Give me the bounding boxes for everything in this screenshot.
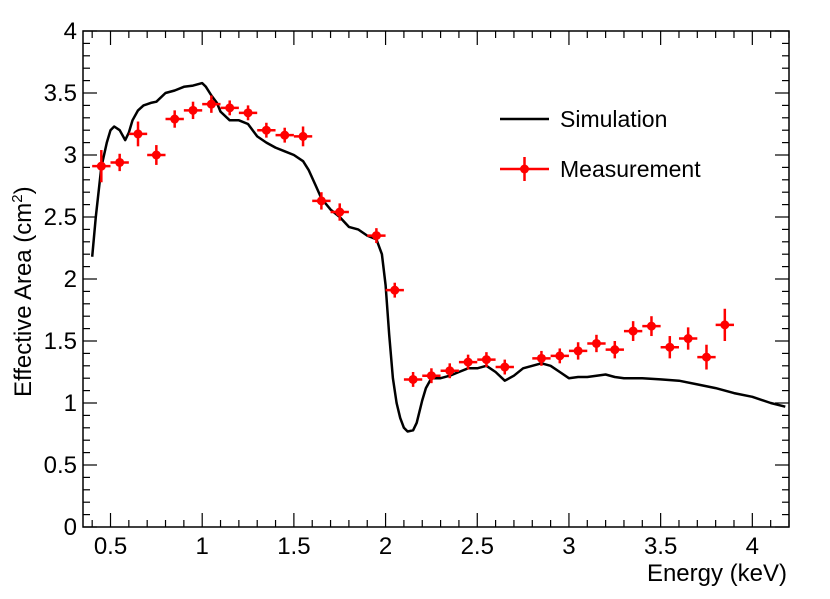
measurement-point bbox=[275, 127, 294, 143]
legend: Simulation Measurement bbox=[500, 106, 701, 182]
measurement-point bbox=[605, 341, 624, 359]
measurement-point bbox=[110, 153, 129, 172]
y-axis-title-close: ) bbox=[10, 186, 37, 194]
measurement-marker bbox=[133, 129, 143, 139]
measurement-marker bbox=[280, 130, 290, 140]
measurement-marker bbox=[390, 285, 400, 295]
y-axis-title-superscript: 2 bbox=[9, 194, 26, 202]
measurement-marker bbox=[316, 196, 326, 206]
y-tick-label: 2 bbox=[64, 266, 77, 293]
measurement-point bbox=[202, 95, 221, 113]
y-tick-label: 0.5 bbox=[44, 452, 77, 479]
y-tick-label: 2.5 bbox=[44, 204, 77, 231]
x-tick-label: 1.5 bbox=[277, 533, 310, 560]
plot-frame bbox=[82, 30, 790, 528]
measurement-point bbox=[128, 121, 148, 147]
measurement-marker bbox=[573, 346, 583, 356]
measurement-point bbox=[660, 336, 679, 359]
measurement-marker bbox=[371, 231, 381, 241]
measurement-marker bbox=[408, 374, 418, 384]
measurement-marker bbox=[683, 334, 693, 344]
axis-ticks bbox=[83, 30, 790, 528]
measurement-point bbox=[697, 344, 716, 370]
measurement-point bbox=[92, 150, 111, 183]
measurement-marker bbox=[591, 338, 601, 348]
x-tick-label: 2 bbox=[379, 533, 392, 560]
measurement-marker bbox=[665, 342, 675, 352]
measurement-point bbox=[715, 308, 734, 341]
measurement-point bbox=[330, 203, 349, 221]
measurement-marker bbox=[426, 371, 436, 381]
measurement-point bbox=[147, 145, 166, 165]
measurement-point bbox=[587, 334, 606, 353]
measurement-marker bbox=[298, 131, 308, 141]
measurement-marker bbox=[701, 352, 711, 362]
measurement-point bbox=[183, 101, 203, 120]
measurement-marker bbox=[225, 103, 235, 113]
measurement-marker bbox=[610, 345, 620, 355]
measurement-marker bbox=[206, 99, 216, 109]
measurement-marker bbox=[463, 357, 473, 367]
measurement-point bbox=[642, 316, 661, 337]
measurement-marker bbox=[500, 362, 510, 372]
measurement-point bbox=[623, 321, 643, 341]
x-axis-title: Energy (keV) bbox=[647, 560, 787, 587]
measurement-point bbox=[238, 105, 258, 121]
measurement-point bbox=[422, 368, 441, 384]
measurement-point bbox=[220, 100, 239, 116]
y-tick-label: 1.5 bbox=[44, 328, 77, 355]
tick-labels: 0.5 1 1.5 2 2.5 3 3.5 4 0 0.5 1 1.5 2 2.5 3 3.5 4 bbox=[44, 18, 759, 560]
measurement-point bbox=[477, 352, 496, 368]
y-tick-label: 4 bbox=[64, 18, 77, 45]
legend-measurement-marker bbox=[520, 164, 529, 174]
measurement-point bbox=[367, 228, 386, 244]
measurement-point bbox=[385, 282, 404, 298]
x-tick-label: 4 bbox=[746, 533, 759, 560]
y-tick-label: 0 bbox=[64, 514, 77, 541]
measurement-marker bbox=[646, 321, 656, 331]
measurement-marker bbox=[170, 114, 180, 124]
x-tick-label: 3 bbox=[562, 533, 575, 560]
measurement-marker bbox=[115, 157, 125, 167]
measurement-marker bbox=[481, 355, 491, 365]
measurement-marker bbox=[243, 108, 253, 118]
x-tick-label: 2.5 bbox=[461, 533, 494, 560]
measurement-marker bbox=[555, 351, 565, 361]
y-axis-title-main: Effective Area (cm bbox=[10, 203, 37, 397]
measurement-point bbox=[550, 348, 569, 364]
measurement-marker bbox=[720, 320, 730, 330]
measurement-marker bbox=[188, 105, 198, 115]
x-tick-label: 3.5 bbox=[644, 533, 677, 560]
legend-simulation-label: Simulation bbox=[560, 106, 667, 132]
y-tick-label: 1 bbox=[64, 390, 77, 417]
measurement-marker bbox=[536, 353, 546, 363]
measurement-point bbox=[678, 327, 698, 350]
x-tick-label: 1 bbox=[196, 533, 209, 560]
measurement-marker bbox=[261, 125, 271, 135]
measurement-marker bbox=[335, 207, 345, 217]
measurement-point bbox=[568, 342, 588, 360]
measurement-marker bbox=[628, 326, 638, 336]
y-axis-title: Effective Area (cm2) bbox=[9, 186, 37, 397]
measurement-point bbox=[532, 350, 551, 366]
measurement-point bbox=[257, 122, 276, 138]
measurement-point bbox=[312, 192, 331, 210]
plot-data-layer bbox=[90, 81, 786, 433]
measurement-marker bbox=[151, 150, 161, 160]
x-tick-label: 0.5 bbox=[94, 533, 127, 560]
measurement-point bbox=[293, 126, 313, 147]
measurement-point bbox=[495, 359, 514, 375]
measurement-marker bbox=[445, 366, 455, 376]
measurement-point bbox=[165, 110, 184, 128]
simulation-line bbox=[90, 81, 786, 433]
measurement-point bbox=[458, 354, 478, 370]
legend-measurement-label: Measurement bbox=[560, 156, 701, 182]
y-tick-label: 3 bbox=[64, 142, 77, 169]
measurement-point bbox=[440, 363, 459, 379]
measurement-marker bbox=[96, 161, 106, 171]
y-tick-label: 3.5 bbox=[44, 80, 77, 107]
measurement-point bbox=[403, 372, 423, 387]
